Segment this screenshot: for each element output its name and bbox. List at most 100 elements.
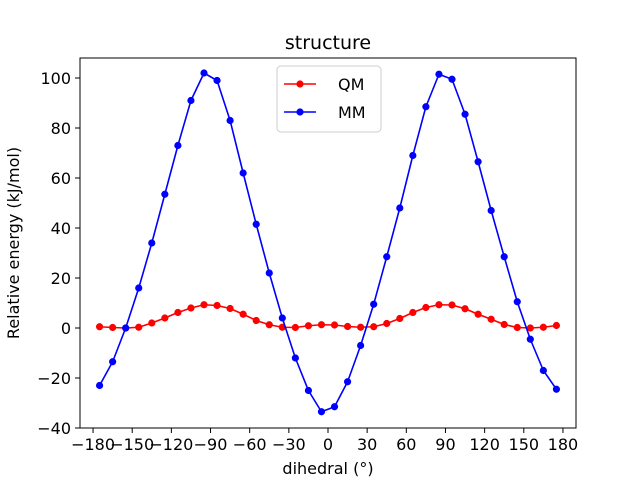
legend-swatch-marker-mm xyxy=(296,108,304,116)
x-axis-label: dihedral (°) xyxy=(282,459,373,478)
data-point-qm xyxy=(500,320,508,329)
y-tick-label: 80 xyxy=(51,119,71,138)
data-point-qm xyxy=(174,308,182,317)
data-point-qm xyxy=(304,322,313,330)
data-point-qm xyxy=(461,305,469,313)
x-tick-label: −180 xyxy=(71,435,115,454)
data-point-qm xyxy=(552,321,561,330)
data-point-qm xyxy=(474,310,482,318)
x-tick-label: 120 xyxy=(469,435,500,454)
series-qm xyxy=(95,301,561,332)
x-tick-label: −90 xyxy=(194,435,228,454)
data-point-mm xyxy=(513,298,521,306)
data-point-mm xyxy=(448,75,456,83)
data-point-mm xyxy=(174,141,182,150)
legend-swatch-marker-qm xyxy=(296,80,304,88)
data-point-qm xyxy=(161,314,169,322)
data-point-mm xyxy=(370,300,378,308)
data-point-qm xyxy=(291,323,299,332)
data-point-mm xyxy=(552,385,561,393)
data-point-qm xyxy=(213,301,221,310)
data-point-qm xyxy=(265,321,273,329)
series-line-mm xyxy=(98,72,558,413)
data-point-qm xyxy=(487,315,495,323)
data-point-mm xyxy=(526,335,534,343)
data-point-qm xyxy=(135,323,143,331)
y-tick-label: −20 xyxy=(37,369,71,388)
legend-label-mm: MM xyxy=(338,103,366,122)
y-axis-label: Relative energy (kJ/mol) xyxy=(4,147,23,339)
y-tick-label: 60 xyxy=(51,169,71,188)
x-tick-label: 0 xyxy=(323,435,333,454)
x-tick-label: −60 xyxy=(233,435,267,454)
data-point-qm xyxy=(409,308,417,317)
data-point-qm xyxy=(239,310,247,318)
data-point-mm xyxy=(383,253,391,261)
data-point-qm xyxy=(513,323,521,332)
data-point-qm xyxy=(330,321,339,329)
data-point-qm xyxy=(383,319,391,328)
data-point-qm xyxy=(109,323,117,332)
data-point-qm xyxy=(357,323,365,331)
x-tick-label: −120 xyxy=(149,435,193,454)
data-point-mm xyxy=(122,324,130,332)
data-point-qm xyxy=(187,304,195,312)
x-tick-label: 180 xyxy=(548,435,579,454)
data-point-mm xyxy=(278,314,286,322)
data-point-mm xyxy=(357,341,365,350)
data-point-qm xyxy=(317,321,326,329)
data-point-mm xyxy=(200,69,208,77)
x-tick-label: −30 xyxy=(272,435,306,454)
x-tick-label: −150 xyxy=(110,435,154,454)
y-tick-label: −40 xyxy=(37,419,71,438)
data-point-mm xyxy=(317,408,326,416)
y-tick-label: 0 xyxy=(61,319,71,338)
data-point-qm xyxy=(252,316,260,325)
data-point-mm xyxy=(109,358,117,366)
y-tick-label: 20 xyxy=(51,269,71,288)
data-point-mm xyxy=(539,366,547,375)
data-point-mm xyxy=(213,76,221,85)
data-point-mm xyxy=(95,381,104,390)
data-point-mm xyxy=(239,169,247,177)
y-tick-label: 100 xyxy=(40,69,71,88)
y-tick-label: 40 xyxy=(51,219,71,238)
data-point-qm xyxy=(539,323,547,331)
data-point-mm xyxy=(148,239,156,247)
data-point-mm xyxy=(422,103,430,111)
data-point-mm xyxy=(226,116,234,125)
data-point-qm xyxy=(526,324,534,332)
data-point-mm xyxy=(252,220,260,228)
data-point-qm xyxy=(448,301,456,309)
data-point-qm xyxy=(200,301,208,309)
data-point-mm xyxy=(265,269,273,277)
series-mm xyxy=(95,69,561,416)
data-point-qm xyxy=(148,319,156,327)
x-tick-label: 90 xyxy=(435,435,455,454)
x-tick-label: 60 xyxy=(396,435,416,454)
data-point-qm xyxy=(226,304,234,313)
legend-box xyxy=(276,65,382,133)
x-axis: −180−150−120 −90 −60 −30 0 30 60 90 120 150 180 xyxy=(71,428,578,454)
legend-label-qm: QM xyxy=(338,75,364,94)
data-point-mm xyxy=(461,110,469,118)
x-tick-label: 150 xyxy=(509,435,540,454)
data-point-mm xyxy=(187,96,195,105)
data-point-mm xyxy=(343,378,352,386)
data-point-mm xyxy=(304,386,313,395)
data-point-mm xyxy=(396,204,404,212)
data-point-mm xyxy=(330,403,339,411)
data-point-qm xyxy=(435,301,443,309)
data-point-mm xyxy=(474,158,482,166)
data-point-mm xyxy=(161,190,169,198)
data-point-qm xyxy=(343,322,352,331)
data-point-mm xyxy=(500,253,508,261)
data-point-mm xyxy=(291,354,299,362)
data-point-mm xyxy=(135,284,143,292)
legend: QM MM xyxy=(276,65,382,133)
chart-title: structure xyxy=(285,32,371,54)
data-point-qm xyxy=(422,303,430,312)
data-point-qm xyxy=(396,314,404,323)
